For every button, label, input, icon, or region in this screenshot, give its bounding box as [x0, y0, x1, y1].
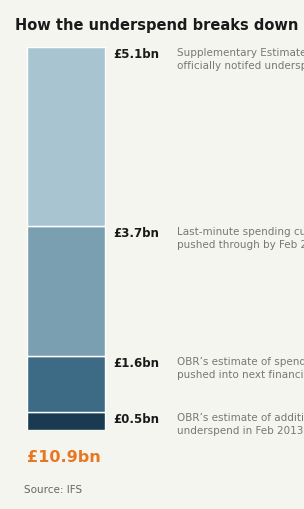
Text: £10.9bn: £10.9bn	[27, 449, 100, 464]
Text: OBR’s estimate of spending
pushed into next financial year: OBR’s estimate of spending pushed into n…	[177, 357, 304, 379]
Bar	[27, 413, 105, 430]
Bar	[27, 48, 105, 227]
Text: How the underspend breaks down: How the underspend breaks down	[15, 18, 299, 33]
Bar	[27, 357, 105, 413]
Bar	[27, 227, 105, 357]
Text: Source: IFS: Source: IFS	[24, 485, 82, 494]
Text: £3.7bn: £3.7bn	[113, 227, 159, 240]
Text: £1.6bn: £1.6bn	[113, 357, 159, 370]
Text: £0.5bn: £0.5bn	[113, 413, 159, 426]
Text: Last-minute spending cuts
pushed through by Feb 2013: Last-minute spending cuts pushed through…	[177, 227, 304, 250]
Text: Supplementary Estimates -
officially notifed underspend: Supplementary Estimates - officially not…	[177, 48, 304, 71]
Text: £5.1bn: £5.1bn	[113, 48, 159, 61]
Text: OBR’s estimate of additional
underspend in Feb 2013: OBR’s estimate of additional underspend …	[177, 413, 304, 435]
